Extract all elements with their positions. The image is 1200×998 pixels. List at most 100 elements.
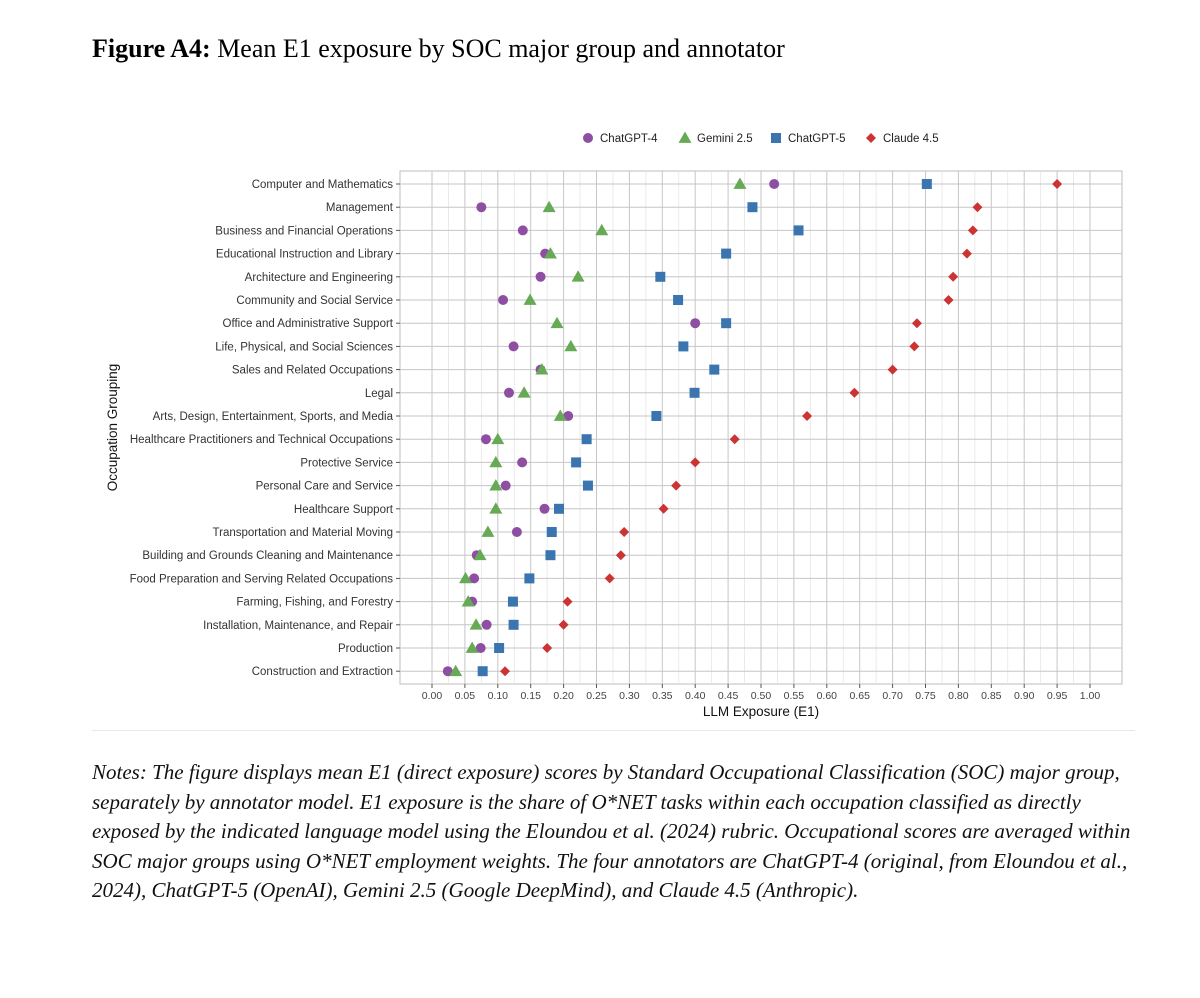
point-claude-4-5 xyxy=(619,527,630,537)
point-claude-4-5 xyxy=(604,573,615,584)
point-claude-4-5 xyxy=(887,364,898,375)
point-claude-4-5 xyxy=(1052,179,1063,189)
x-tick-label: 0.35 xyxy=(652,690,673,702)
legend-marker-chatgpt-4 xyxy=(583,133,593,143)
y-tick-label: Personal Care and Service xyxy=(256,481,393,493)
x-tick-label: 0.90 xyxy=(1014,690,1035,702)
point-chatgpt-4 xyxy=(480,434,491,445)
x-tick-label: 0.00 xyxy=(422,690,443,702)
point-chatgpt-4 xyxy=(511,527,522,537)
legend-label-gemini-2-5: Gemini 2.5 xyxy=(697,133,753,145)
point-chatgpt-5 xyxy=(921,179,932,189)
point-chatgpt-4 xyxy=(769,179,780,189)
x-tick-label: 1.00 xyxy=(1080,690,1101,702)
point-claude-4-5 xyxy=(671,480,682,491)
point-gemini-2-5 xyxy=(449,664,463,677)
point-claude-4-5 xyxy=(849,387,860,398)
point-gemini-2-5 xyxy=(473,548,487,561)
point-claude-4-5 xyxy=(972,202,983,213)
y-tick-label: Legal xyxy=(365,388,393,400)
point-gemini-2-5 xyxy=(491,432,505,445)
y-tick-label: Sales and Related Occupations xyxy=(232,365,393,377)
point-chatgpt-4 xyxy=(563,411,574,421)
point-claude-4-5 xyxy=(802,411,813,421)
point-chatgpt-4 xyxy=(539,503,550,514)
point-chatgpt-5 xyxy=(721,318,732,329)
legend-label-chatgpt-4: ChatGPT-4 xyxy=(600,133,658,145)
x-tick-label: 0.45 xyxy=(718,690,739,702)
point-claude-4-5 xyxy=(909,341,920,352)
figure-title: Figure A4: Mean E1 exposure by SOC major… xyxy=(92,34,785,64)
x-tick-label: 0.60 xyxy=(817,690,838,702)
y-tick-label: Installation, Maintenance, and Repair xyxy=(203,620,393,632)
point-gemini-2-5 xyxy=(489,502,503,514)
x-tick-label: 0.20 xyxy=(553,690,574,702)
point-claude-4-5 xyxy=(967,225,978,236)
point-gemini-2-5 xyxy=(733,177,747,189)
x-tick-label: 0.50 xyxy=(751,690,772,702)
legend-marker-chatgpt-5 xyxy=(771,133,781,143)
point-chatgpt-5 xyxy=(793,225,804,236)
point-gemini-2-5 xyxy=(465,641,479,653)
point-chatgpt-4 xyxy=(517,225,528,236)
point-gemini-2-5 xyxy=(553,409,567,421)
x-tick-label: 0.75 xyxy=(915,690,936,702)
x-tick-label: 0.70 xyxy=(882,690,903,702)
point-claude-4-5 xyxy=(961,248,972,259)
y-tick-label: Arts, Design, Entertainment, Sports, and… xyxy=(153,411,394,423)
y-tick-label: Food Preparation and Serving Related Occ… xyxy=(130,573,394,585)
x-tick-label: 0.10 xyxy=(488,690,509,702)
point-chatgpt-4 xyxy=(481,619,492,630)
point-chatgpt-5 xyxy=(581,434,592,445)
point-chatgpt-4 xyxy=(475,643,486,653)
point-claude-4-5 xyxy=(948,271,959,282)
x-tick-label: 0.85 xyxy=(981,690,1002,702)
point-claude-4-5 xyxy=(690,457,701,468)
x-axis-label: LLM Exposure (E1) xyxy=(703,704,819,719)
point-chatgpt-5 xyxy=(507,596,518,607)
point-gemini-2-5 xyxy=(481,525,495,537)
point-chatgpt-4 xyxy=(535,271,546,282)
point-gemini-2-5 xyxy=(459,571,473,584)
point-claude-4-5 xyxy=(911,318,922,329)
point-chatgpt-5 xyxy=(524,573,535,584)
point-chatgpt-5 xyxy=(655,271,666,282)
y-tick-label: Building and Grounds Cleaning and Mainte… xyxy=(142,550,393,562)
legend-label-claude-4-5: Claude 4.5 xyxy=(883,133,939,145)
point-claude-4-5 xyxy=(558,619,569,630)
point-chatgpt-5 xyxy=(747,202,758,213)
point-chatgpt-4 xyxy=(503,387,514,398)
y-tick-label: Transportation and Material Moving xyxy=(213,527,393,539)
y-tick-label: Business and Financial Operations xyxy=(215,225,393,237)
x-tick-label: 0.80 xyxy=(948,690,969,702)
point-gemini-2-5 xyxy=(550,316,564,329)
point-chatgpt-5 xyxy=(673,295,684,305)
point-chatgpt-5 xyxy=(582,480,593,491)
y-tick-label: Farming, Fishing, and Forestry xyxy=(236,597,393,609)
point-chatgpt-5 xyxy=(678,341,689,352)
point-gemini-2-5 xyxy=(523,293,537,305)
point-claude-4-5 xyxy=(542,643,553,653)
y-tick-label: Healthcare Practitioners and Technical O… xyxy=(130,434,393,446)
legend-marker-gemini-2-5 xyxy=(678,131,692,143)
point-gemini-2-5 xyxy=(571,270,585,282)
y-tick-label: Production xyxy=(338,643,393,655)
point-gemini-2-5 xyxy=(461,595,475,607)
legend-label-chatgpt-5: ChatGPT-5 xyxy=(788,133,846,145)
point-chatgpt-5 xyxy=(546,527,557,537)
point-chatgpt-4 xyxy=(508,341,519,352)
point-chatgpt-4 xyxy=(500,480,511,491)
x-tick-label: 0.95 xyxy=(1047,690,1068,702)
y-tick-label: Construction and Extraction xyxy=(252,666,393,678)
y-axis-label: Occupation Grouping xyxy=(105,364,120,492)
point-chatgpt-5 xyxy=(651,411,662,421)
x-tick-label: 0.65 xyxy=(849,690,870,702)
x-tick-label: 0.55 xyxy=(784,690,805,702)
point-chatgpt-4 xyxy=(517,457,528,468)
divider xyxy=(92,730,1135,731)
point-chatgpt-4 xyxy=(469,573,480,584)
legend-marker-claude-4-5 xyxy=(866,133,876,143)
y-tick-label: Computer and Mathematics xyxy=(252,179,394,191)
point-claude-4-5 xyxy=(943,295,954,305)
y-tick-label: Life, Physical, and Social Sciences xyxy=(215,341,393,353)
